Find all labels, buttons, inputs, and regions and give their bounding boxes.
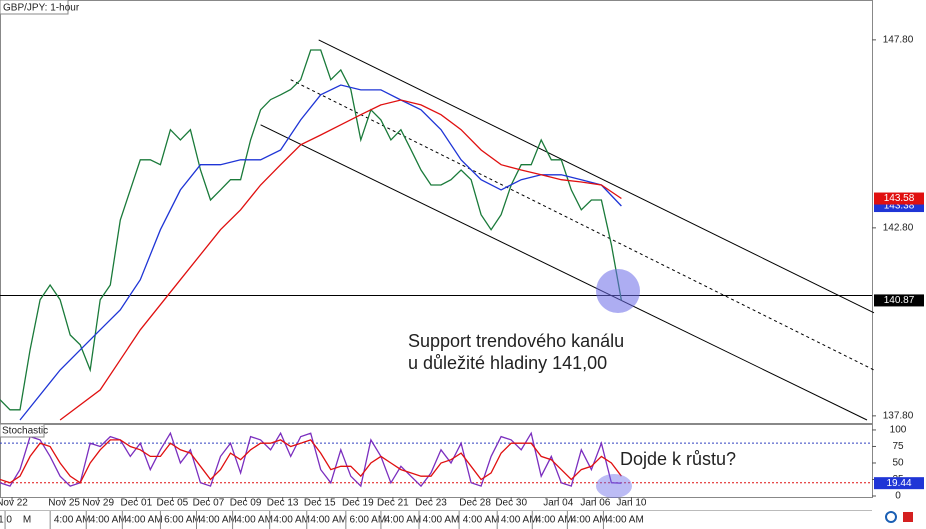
y-tick-label: 137.80 <box>883 410 914 421</box>
x-tick-label: Dec 01 <box>120 498 152 509</box>
y-tick-label: 100 <box>890 425 907 436</box>
annotation: Support trendového kanálu <box>408 331 624 351</box>
x-tick-label: Dec 07 <box>193 498 225 509</box>
x-tick-label: 6:00 AM <box>349 515 386 526</box>
x-tick-label: 4:00 AM <box>273 515 310 526</box>
x-tick-label: Dec 28 <box>459 498 491 509</box>
x-tick-label: 4:00 AM <box>607 515 644 526</box>
x-tick-label: 4:00 AM <box>200 515 237 526</box>
y-tick-label: 75 <box>892 441 904 452</box>
x-tick-label: 6:00 AM <box>164 515 201 526</box>
y-tick-label: 147.80 <box>883 34 914 45</box>
chart-title: GBP/JPY: 1-hour <box>3 3 80 14</box>
annotation: Dojde k růstu? <box>620 449 736 469</box>
y-tick-label: 0 <box>895 491 901 502</box>
channel-line <box>290 79 875 371</box>
value-badge <box>874 294 924 307</box>
x-tick-label: Dec 23 <box>415 498 447 509</box>
value-badge <box>874 192 924 205</box>
series-line <box>0 431 622 488</box>
x-tick-label: Jan 06 <box>580 498 610 509</box>
series-line <box>19 84 622 421</box>
channel-line <box>318 39 875 314</box>
value-badge-label: 143.38 <box>884 201 915 212</box>
annotation: u důležité hladiny 141,00 <box>408 353 607 373</box>
plot-layer <box>0 39 875 488</box>
x-tick-label: 4:00 AM <box>463 515 500 526</box>
highlight-circle <box>596 269 640 313</box>
stoch-frame <box>0 424 873 498</box>
x-tick-label: Nov 29 <box>82 498 114 509</box>
x-tick-label: 4:00 AM <box>126 515 163 526</box>
highlight-circle <box>596 474 632 498</box>
x-tick-label: Dec 09 <box>230 498 262 509</box>
series-line <box>0 49 623 411</box>
icon[interactable] <box>885 511 897 523</box>
x-tick-label: 4:00 AM <box>385 515 422 526</box>
x-tick-label: 4:00 AM <box>310 515 347 526</box>
main-frame <box>0 0 873 424</box>
value-badge-label: 19.44 <box>886 478 911 489</box>
series-line <box>0 439 622 484</box>
x-tick-label: Jan 10 <box>616 498 646 509</box>
channel-line <box>260 124 868 421</box>
x-tick-label: 4:00 AM <box>54 515 91 526</box>
x-tick-label: Jan 04 <box>543 498 573 509</box>
y-tick-label: 142.80 <box>883 222 914 233</box>
x-tick-label: 1:0 <box>0 515 12 526</box>
icon[interactable] <box>903 512 913 522</box>
value-badge-label: 143.58 <box>884 193 915 204</box>
value-badge-label: 140.87 <box>884 295 915 306</box>
x-tick-label: Dec 19 <box>342 498 374 509</box>
x-tick-label: Dec 05 <box>157 498 189 509</box>
x-tick-label: Dec 30 <box>495 498 527 509</box>
title-box <box>0 423 45 438</box>
title-box <box>0 0 69 15</box>
x-tick-label: Dec 15 <box>304 498 336 509</box>
x-tick-label: Dec 21 <box>377 498 409 509</box>
x-tick-label: 4:00 AM <box>571 515 608 526</box>
x-tick-label: 4:00 AM <box>423 515 460 526</box>
value-badge <box>874 477 924 490</box>
x-tick-label: 4:00 AM <box>501 515 538 526</box>
panel-title: Stochastic <box>2 426 48 437</box>
x-tick-label: 4:00 AM <box>236 515 273 526</box>
x-tick-label: Nov 22 <box>0 498 28 509</box>
toolbar-icons <box>885 511 913 523</box>
x-tick-label: Nov 25 <box>48 498 80 509</box>
x-tick-label: M <box>23 515 31 526</box>
x-tick-label: 4:00 AM <box>536 515 573 526</box>
x-tick-label: Dec 13 <box>267 498 299 509</box>
y-tick-label: 50 <box>892 458 904 469</box>
x-tick-label: 4:00 AM <box>90 515 127 526</box>
series-line <box>59 99 622 421</box>
